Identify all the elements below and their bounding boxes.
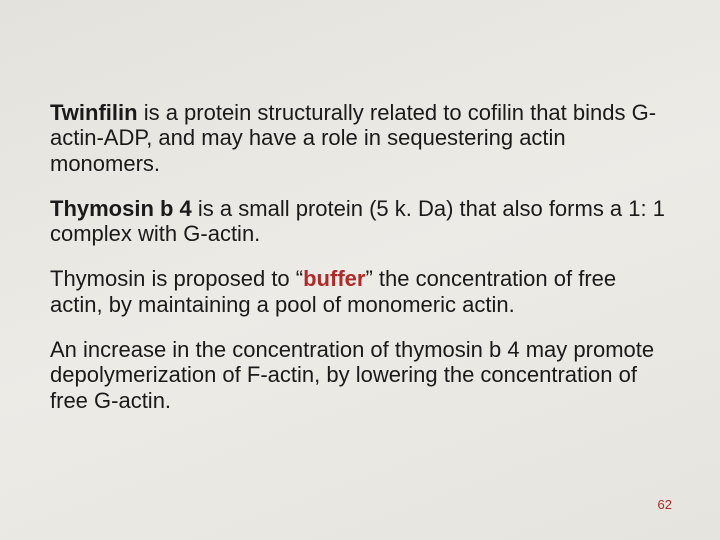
paragraph-twinfilin-text: is a protein structurally related to cof… xyxy=(50,100,656,176)
paragraph-depolymerization: An increase in the concentration of thym… xyxy=(50,337,670,413)
page-number: 62 xyxy=(658,497,672,512)
slide-body: Twinfilin is a protein structurally rela… xyxy=(0,0,720,540)
paragraph-buffer: Thymosin is proposed to “buffer” the con… xyxy=(50,266,670,317)
term-twinfilin: Twinfilin xyxy=(50,100,138,125)
paragraph-thymosin-b4: Thymosin b 4 is a small protein (5 k. Da… xyxy=(50,196,670,247)
paragraph-buffer-pre: Thymosin is proposed to “ xyxy=(50,266,303,291)
paragraph-twinfilin: Twinfilin is a protein structurally rela… xyxy=(50,100,670,176)
term-thymosin-b4: Thymosin b 4 xyxy=(50,196,192,221)
paragraph-depolymerization-text: An increase in the concentration of thym… xyxy=(50,337,654,413)
term-buffer: buffer xyxy=(303,266,365,291)
